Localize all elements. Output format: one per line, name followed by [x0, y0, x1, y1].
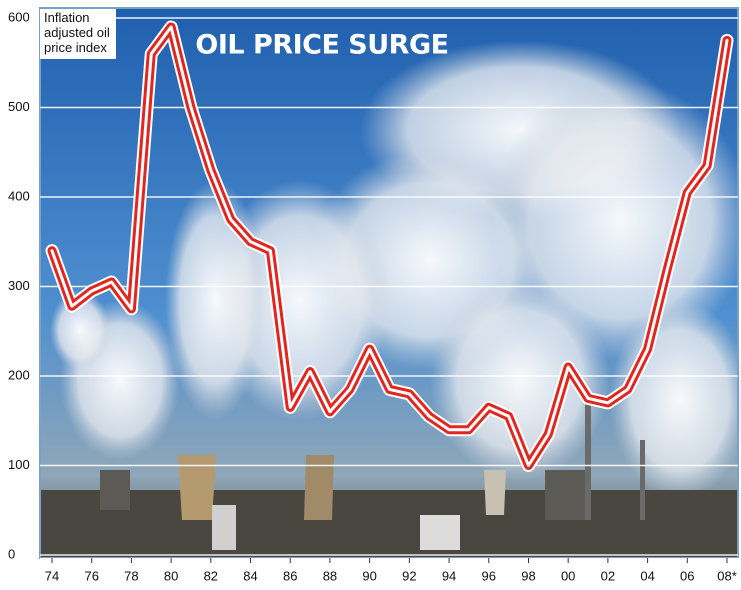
- x-tick-label: 84: [243, 568, 257, 583]
- chart-title: OIL PRICE SURGE: [195, 30, 448, 61]
- x-tick-label: 06: [680, 568, 694, 583]
- x-tick-label: 96: [482, 568, 496, 583]
- x-tick-label: 90: [362, 568, 376, 583]
- x-tick-label: 86: [283, 568, 297, 583]
- x-tick-label: 76: [84, 568, 98, 583]
- x-tick-label: 98: [521, 568, 535, 583]
- y-tick-label: 200: [8, 367, 30, 382]
- x-tick-label: 88: [323, 568, 337, 583]
- x-tick-label: 78: [124, 568, 138, 583]
- x-axis-strip: [40, 558, 740, 590]
- axis-note: Inflation adjusted oil price index: [40, 9, 116, 59]
- x-tick-label: 94: [442, 568, 456, 583]
- x-tick-label: 02: [601, 568, 615, 583]
- y-tick-label: 400: [8, 188, 30, 203]
- y-tick-label: 0: [8, 546, 15, 561]
- y-tick-label: 600: [8, 9, 30, 24]
- y-tick-label: 300: [8, 278, 30, 293]
- x-tick-label: 92: [402, 568, 416, 583]
- page: OIL PRICE SURGE 0 100 200 300 400 500 600 74 76 7…: [0, 0, 741, 590]
- y-tick-label: 100: [8, 457, 30, 472]
- x-tick-label: 04: [640, 568, 654, 583]
- x-tick-label: 08*: [717, 568, 737, 583]
- x-tick-label: 00: [561, 568, 575, 583]
- chart: OIL PRICE SURGE 0 100 200 300 400 500 600 74 76 7…: [0, 0, 741, 590]
- x-tick-label: 80: [164, 568, 178, 583]
- y-tick-label: 500: [8, 99, 30, 114]
- x-tick-label: 74: [45, 568, 59, 583]
- x-tick-label: 82: [204, 568, 218, 583]
